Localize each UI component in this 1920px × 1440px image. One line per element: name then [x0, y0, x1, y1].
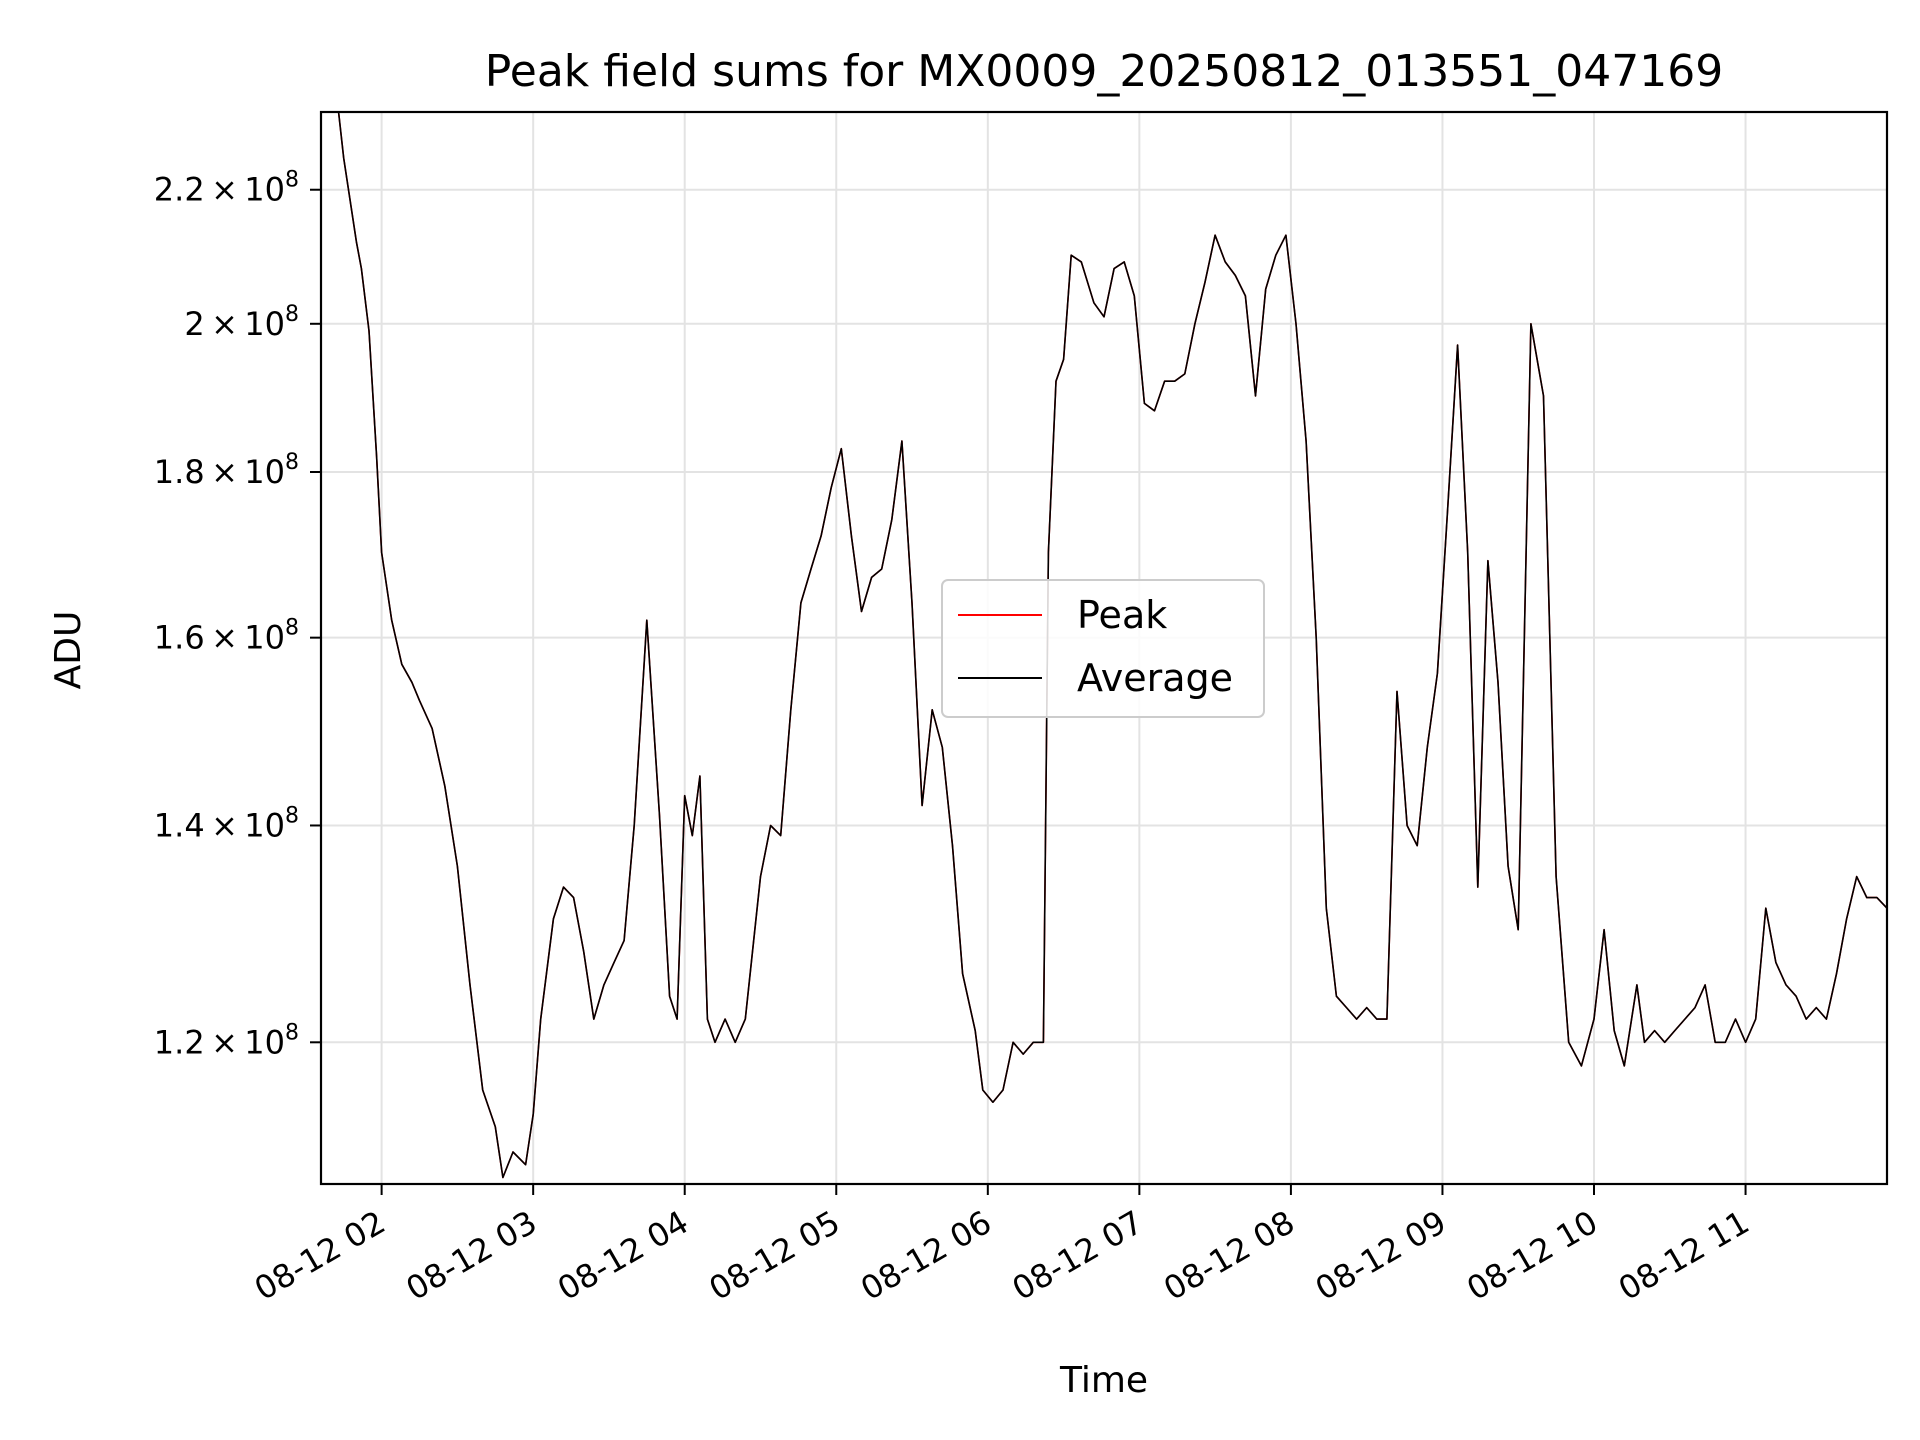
- y-tick-label: 2 × 108: [184, 302, 299, 343]
- grid-lines: [321, 112, 1887, 1184]
- series-line-average: [337, 112, 1887, 1179]
- x-axis-label: Time: [1059, 1360, 1148, 1401]
- y-tick-label: 1.2 × 108: [154, 1020, 299, 1061]
- legend-label-peak: Peak: [1077, 593, 1167, 637]
- legend: Peak Average: [941, 579, 1265, 718]
- y-axis: 1.2 × 108 1.4 × 108 1.6 × 108 1.8 × 108 2 × …: [154, 168, 321, 1061]
- legend-label-average: Average: [1077, 656, 1233, 700]
- y-tick-label: 1.6 × 108: [154, 616, 299, 657]
- y-tick-label: 1.4 × 108: [154, 803, 299, 844]
- y-tick-label: 1.8 × 108: [154, 450, 299, 491]
- plot-frame: [319, 110, 1889, 1186]
- y-axis-label: ADU: [48, 611, 89, 690]
- chart-title: Peak field sums for MX0009_20250812_0135…: [485, 46, 1723, 97]
- y-tick-label: 2.2 × 108: [154, 168, 299, 209]
